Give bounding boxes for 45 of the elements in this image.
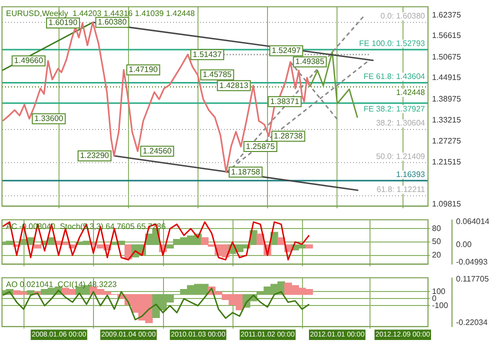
y2-tick-label: -0.04993 — [456, 258, 488, 267]
y-tick-label: 1.09815 — [432, 200, 462, 209]
ref-line-label: FE 61.8: 1.43604 — [364, 72, 426, 81]
annotation: 1.45785 — [202, 70, 232, 80]
y2-tick-label: 0.00 — [456, 240, 472, 249]
annotation: 1.51437 — [192, 50, 222, 59]
y2-tick-label: 0.117705 — [456, 274, 490, 284]
annotation: 1.42813 — [219, 80, 249, 90]
y-tick-label: 0 — [432, 294, 437, 303]
annotation: 1.18758 — [231, 167, 261, 176]
ref-line-label: 0.0: 1.60380 — [380, 12, 426, 21]
y-tick-label: 80 — [432, 224, 442, 233]
annotation: 1.60380 — [98, 18, 128, 27]
annotation: 1.24560 — [142, 146, 172, 156]
annotation: 1.49385 — [295, 57, 325, 66]
annotation: 1.25875 — [246, 142, 276, 151]
y-tick-label: 1.56615 — [432, 31, 462, 40]
y-tick-label: 50 — [432, 237, 442, 246]
y-tick-label: 100 — [432, 286, 446, 296]
y-tick-label: 1.27275 — [432, 136, 462, 146]
annotation: 1.23290 — [80, 151, 110, 160]
annotation: 1.47190 — [128, 65, 158, 74]
y2-tick-label: 0.064014 — [456, 217, 490, 226]
ref-line-label: FE 100.0: 1.52793 — [359, 38, 426, 48]
y-tick-label: 20 — [432, 250, 442, 260]
y-tick-label: 1.38975 — [432, 94, 462, 104]
annotation: 1.52497 — [272, 46, 302, 55]
y-tick-label: 1.44915 — [432, 73, 462, 82]
y-tick-label: -100 — [432, 300, 449, 310]
ref-line-label: FE 38.2: 1.37927 — [364, 104, 426, 114]
ref-line-label: 1.16393 — [396, 170, 426, 179]
annotation: 1.33600 — [34, 114, 64, 123]
y-tick-label: 1.33215 — [432, 115, 462, 124]
annotation: 1.28738 — [274, 131, 304, 140]
y-tick-label: 1.21515 — [432, 157, 462, 166]
ref-line-label: 38.2: 1.30604 — [376, 118, 426, 128]
annotation: 1.38371 — [270, 96, 300, 106]
ref-line-label: 61.8: 1.12211 — [376, 184, 426, 194]
annotation: 1.49660 — [14, 56, 44, 66]
ref-line-label: 1.42448 — [396, 88, 426, 98]
y-tick-label: 1.62375 — [432, 10, 462, 20]
y-tick-label: 1.50675 — [432, 52, 462, 62]
annotation: 1.60190 — [48, 18, 78, 28]
ref-line-label: 50.0: 1.21409 — [376, 152, 426, 161]
y2-tick-label: -0.22034 — [456, 318, 488, 327]
